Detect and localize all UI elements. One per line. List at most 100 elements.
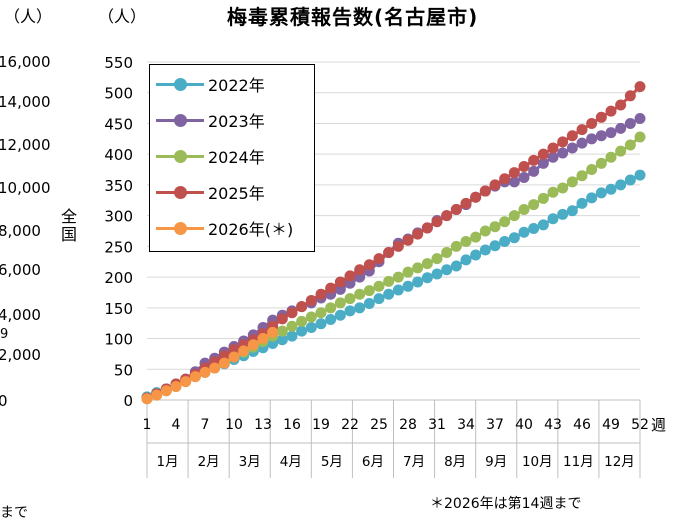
y-tick-label: 100 xyxy=(104,331,133,349)
data-point xyxy=(470,249,482,261)
data-point xyxy=(537,148,549,160)
data-point xyxy=(431,268,443,280)
data-point xyxy=(344,270,356,282)
data-point xyxy=(412,228,424,240)
series-line xyxy=(146,85,642,400)
left-axis-tick-label: 14,000 xyxy=(0,93,51,111)
data-point xyxy=(624,139,636,151)
legend-swatch-2024 xyxy=(156,144,204,168)
data-point xyxy=(605,151,617,163)
data-point xyxy=(383,288,395,300)
data-point xyxy=(566,130,578,142)
data-point xyxy=(576,137,588,149)
data-point xyxy=(547,213,559,225)
x-tick-label: 22 xyxy=(341,417,359,433)
legend-label-2024: 2024年 xyxy=(208,148,265,167)
data-point xyxy=(325,313,337,325)
tick-labels: 0 50 100 150 200 250 300 350 400 450 500 550 1 4 7 10 13… xyxy=(104,54,666,470)
x-tick-label: 16 xyxy=(283,417,301,433)
legend-item-2026: 2026年(＊) xyxy=(156,216,293,240)
data-point xyxy=(344,305,356,317)
data-point xyxy=(228,351,240,363)
data-point xyxy=(479,185,491,197)
data-point xyxy=(334,297,346,309)
y-tick-label: 0 xyxy=(123,392,133,410)
data-point xyxy=(296,325,308,337)
data-point xyxy=(315,318,327,330)
x-tick-label: 49 xyxy=(602,417,620,433)
data-point xyxy=(586,192,598,204)
data-point xyxy=(257,333,269,345)
month-label: 7月 xyxy=(403,454,425,470)
month-label: 6月 xyxy=(362,454,384,470)
x-tick-label: 28 xyxy=(399,417,417,433)
left-axis-tick-label: 12,000 xyxy=(0,136,51,154)
data-point xyxy=(325,282,337,294)
legend-label-2022: 2022年 xyxy=(208,76,265,95)
data-point xyxy=(315,307,327,319)
y-tick-label: 500 xyxy=(104,85,133,103)
month-label: 10月 xyxy=(522,454,553,470)
y-tick-label: 250 xyxy=(104,238,133,256)
data-point xyxy=(421,222,433,234)
left-axis-tick-label: 6,000 xyxy=(0,261,41,279)
chart-title: 梅毒累積報告数(名古屋市) xyxy=(227,5,479,29)
right-axis-unit: （人） xyxy=(98,7,147,26)
data-point xyxy=(354,264,366,276)
data-point xyxy=(615,99,627,111)
legend-swatch-2023 xyxy=(156,108,204,132)
data-point xyxy=(557,147,569,159)
month-label: 2月 xyxy=(198,454,220,470)
data-point xyxy=(537,157,549,169)
data-point xyxy=(595,187,607,199)
data-point xyxy=(605,105,617,117)
data-point xyxy=(576,124,588,136)
x-tick-label: 31 xyxy=(428,417,446,433)
data-point xyxy=(624,90,636,102)
x-tick-label: 34 xyxy=(457,417,475,433)
legend-label-2023: 2023年 xyxy=(208,112,265,131)
data-point xyxy=(566,176,578,188)
data-point xyxy=(305,294,317,306)
data-point xyxy=(354,288,366,300)
data-point xyxy=(566,205,578,217)
data-point xyxy=(624,174,636,186)
data-point xyxy=(450,240,462,252)
month-label: 11月 xyxy=(563,454,594,470)
data-point xyxy=(528,154,540,166)
x-tick-label: 52 xyxy=(631,417,649,433)
data-point xyxy=(392,284,404,296)
data-point xyxy=(431,253,443,265)
data-point xyxy=(344,293,356,305)
data-point xyxy=(383,275,395,287)
data-point xyxy=(441,210,453,222)
data-point xyxy=(412,262,424,274)
data-point xyxy=(373,280,385,292)
data-point xyxy=(441,264,453,276)
data-point xyxy=(392,271,404,283)
data-point xyxy=(634,81,646,93)
data-point xyxy=(528,223,540,235)
data-point xyxy=(586,133,598,145)
left-axis-extra: 9 xyxy=(0,327,9,342)
data-point xyxy=(557,208,569,220)
data-point xyxy=(276,325,288,337)
data-point xyxy=(363,285,375,297)
data-point xyxy=(315,288,327,300)
month-label: 8月 xyxy=(444,454,466,470)
left-axis-tick-label: 2,000 xyxy=(0,346,41,364)
month-label: 3月 xyxy=(239,454,261,470)
data-point xyxy=(634,131,646,143)
data-point xyxy=(383,247,395,259)
data-point xyxy=(518,203,530,215)
legend-item-2025: 2025年 xyxy=(156,180,265,204)
legend-item-2022: 2022年 xyxy=(156,72,265,96)
data-point xyxy=(286,320,298,332)
y-tick-label: 350 xyxy=(104,177,133,195)
data-point xyxy=(605,183,617,195)
data-point xyxy=(334,309,346,321)
data-point xyxy=(363,298,375,310)
month-label: 12月 xyxy=(604,454,635,470)
data-point xyxy=(325,302,337,314)
